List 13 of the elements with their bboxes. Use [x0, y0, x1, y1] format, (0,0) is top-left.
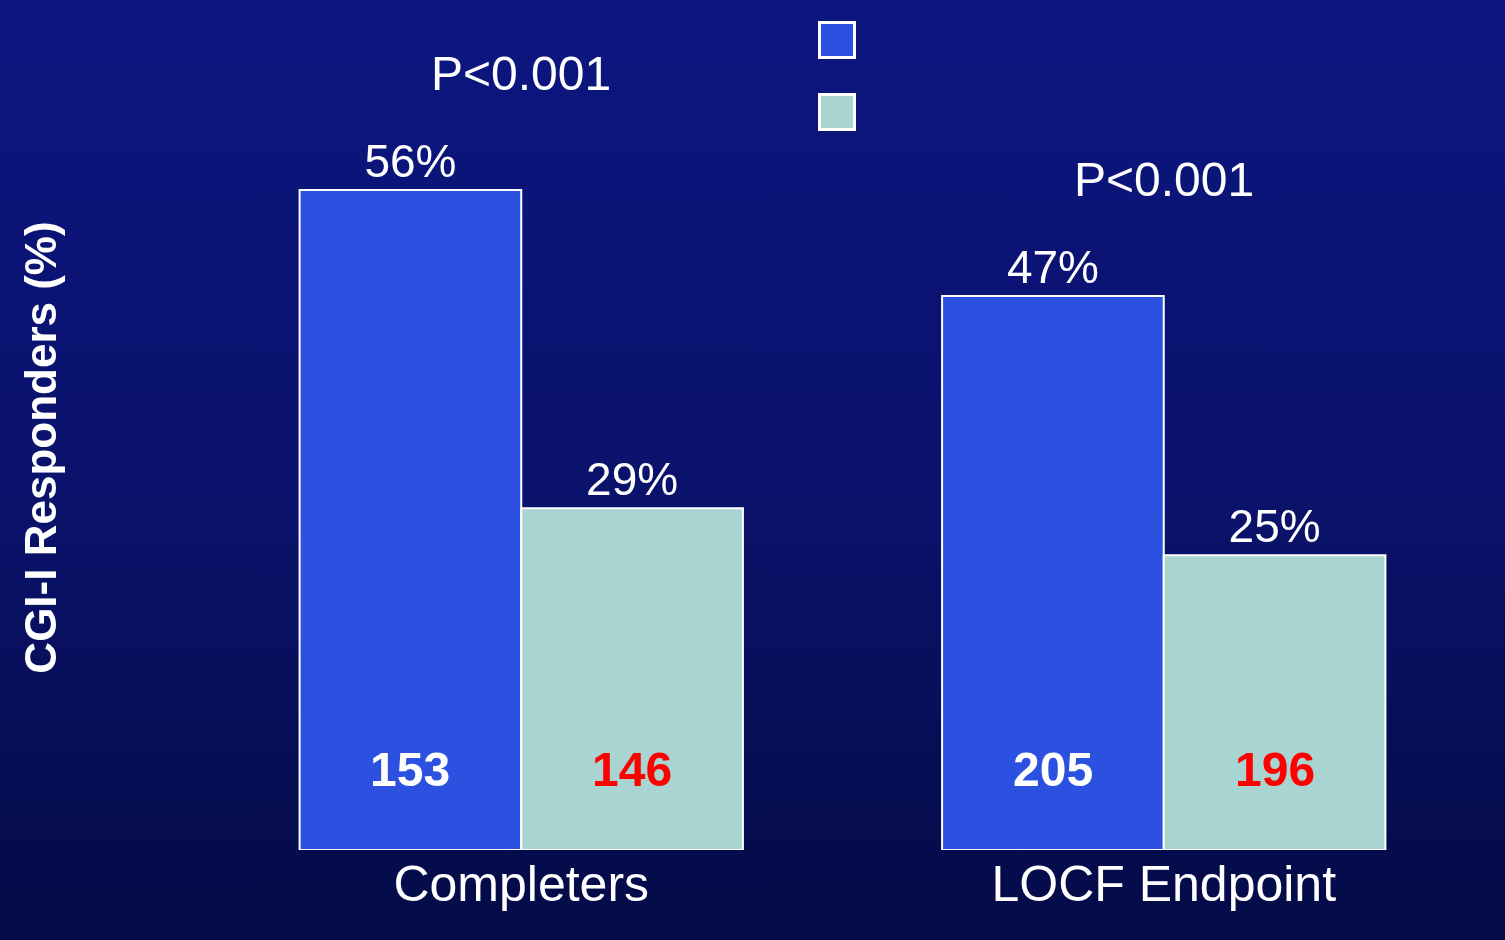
annotation: 205: [1013, 743, 1094, 796]
annotation: 153: [370, 743, 451, 796]
x-tick-label: LOCF Endpoint: [991, 856, 1337, 912]
data-label: 47%: [1006, 241, 1099, 294]
data-label: 56%: [364, 135, 457, 187]
data-label: 25%: [1228, 500, 1321, 553]
annotation: 146: [592, 743, 673, 796]
annotation: P<0.001: [1074, 153, 1255, 206]
annotation: 196: [1235, 743, 1316, 796]
x-tick-label: Completers: [393, 856, 650, 912]
y-axis-title: CGI-I Responders (%): [16, 221, 66, 674]
data-label: 29%: [586, 453, 679, 506]
annotation: P<0.001: [431, 47, 612, 100]
